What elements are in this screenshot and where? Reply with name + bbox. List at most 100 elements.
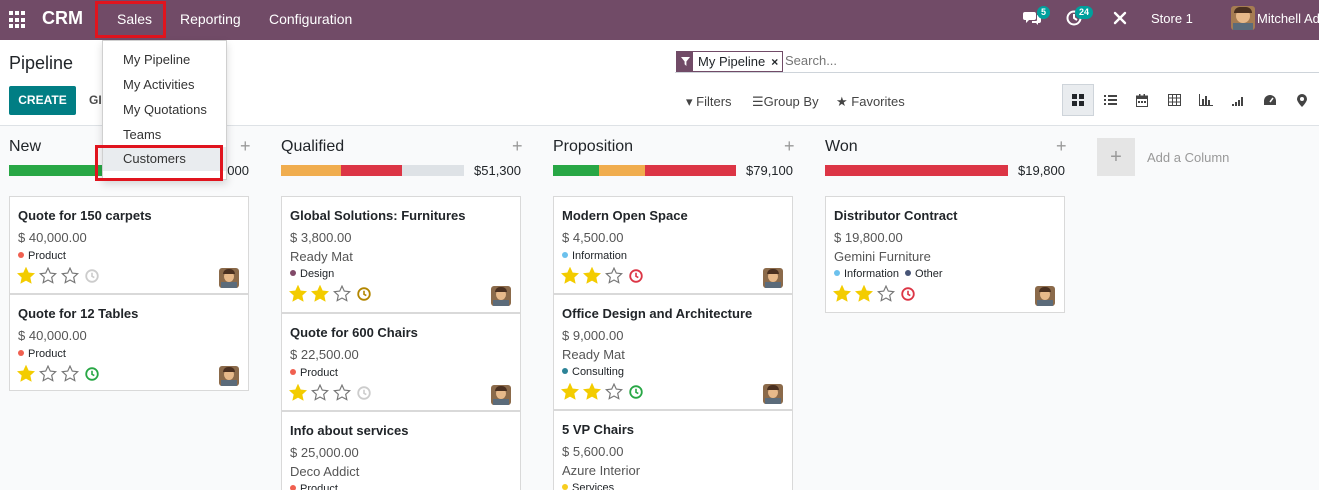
menu-item-my-quotations[interactable]: My Quotations: [123, 102, 207, 117]
column-progress-bar[interactable]: [825, 165, 1008, 176]
generate-leads-button[interactable]: GI: [89, 93, 102, 107]
priority-star-icon[interactable]: [38, 364, 58, 385]
activity-clock-icon[interactable]: [85, 366, 99, 384]
progress-segment[interactable]: [644, 165, 736, 176]
progress-segment[interactable]: [401, 165, 464, 176]
activity-clock-icon[interactable]: [629, 384, 643, 402]
cohort-view-icon[interactable]: [1222, 84, 1254, 116]
menu-item-customers[interactable]: Customers: [103, 147, 226, 171]
card-customer: Ready Mat: [562, 347, 625, 362]
priority-star-icon[interactable]: [560, 266, 580, 287]
progress-segment[interactable]: [341, 165, 402, 176]
menu-reporting[interactable]: Reporting: [180, 11, 241, 27]
priority-star-icon[interactable]: [310, 284, 330, 305]
priority-star-icon[interactable]: [16, 364, 36, 385]
kanban-card[interactable]: Quote for 12 Tables $ 40,000.00 Product: [9, 294, 249, 391]
filters-button[interactable]: ▾ Filters: [686, 94, 732, 109]
activity-clock-icon[interactable]: [357, 286, 371, 304]
add-column-label[interactable]: Add a Column: [1147, 150, 1230, 165]
graph-view-icon[interactable]: [1190, 84, 1222, 116]
search-facet[interactable]: My Pipeline ×: [676, 51, 784, 72]
apps-menu-icon[interactable]: [9, 11, 27, 29]
menu-item-my-pipeline[interactable]: My Pipeline: [123, 52, 191, 67]
progress-segment[interactable]: [281, 165, 342, 176]
card-user-avatar: [1035, 286, 1055, 309]
menu-item-my-activities[interactable]: My Activities: [123, 77, 195, 92]
search-input[interactable]: [785, 53, 1185, 68]
column-progress-bar[interactable]: [553, 165, 736, 176]
card-user-avatar: [763, 384, 783, 407]
kanban-card[interactable]: Info about services $ 25,000.00 Deco Addic…: [281, 411, 521, 490]
progress-segment[interactable]: [825, 165, 1008, 176]
priority-star-icon[interactable]: [854, 284, 874, 305]
kanban-card[interactable]: Quote for 150 carpets $ 40,000.00 Product: [9, 196, 249, 294]
company-switcher[interactable]: Store 1: [1151, 11, 1193, 26]
priority-star-icon[interactable]: [310, 383, 330, 404]
card-priority[interactable]: [832, 284, 915, 305]
group-by-button[interactable]: ☰Group By: [752, 94, 819, 109]
card-priority[interactable]: [288, 284, 371, 305]
pivot-view-icon[interactable]: [1158, 84, 1190, 116]
card-priority[interactable]: [16, 364, 99, 385]
column-progress-bar[interactable]: [281, 165, 464, 176]
column-quick-create-icon[interactable]: +: [784, 136, 795, 156]
create-button[interactable]: CREATE: [9, 86, 76, 115]
activity-clock-icon[interactable]: [357, 385, 371, 403]
kanban-card[interactable]: Modern Open Space $ 4,500.00 Information: [553, 196, 793, 294]
activity-clock-icon[interactable]: [901, 286, 915, 304]
tag-label: Product: [28, 348, 66, 360]
card-priority[interactable]: [560, 266, 643, 287]
priority-star-icon[interactable]: [38, 266, 58, 287]
card-priority[interactable]: [560, 382, 643, 403]
priority-star-icon[interactable]: [288, 284, 308, 305]
priority-star-icon[interactable]: [876, 284, 896, 305]
list-view-icon[interactable]: [1094, 84, 1126, 116]
facet-remove-icon[interactable]: ×: [771, 54, 779, 69]
menu-item-teams[interactable]: Teams: [123, 127, 162, 142]
card-title: Quote for 600 Chairs: [290, 325, 418, 340]
calendar-view-icon[interactable]: [1126, 84, 1158, 116]
activity-clock-icon[interactable]: [629, 268, 643, 286]
progress-segment[interactable]: [553, 165, 599, 176]
priority-star-icon[interactable]: [604, 266, 624, 287]
activity-clock-icon[interactable]: [85, 268, 99, 286]
priority-star-icon[interactable]: [582, 266, 602, 287]
card-title: Quote for 150 carpets: [18, 208, 152, 223]
favorites-button[interactable]: ★ Favorites: [836, 94, 905, 109]
priority-star-icon[interactable]: [60, 364, 80, 385]
column-quick-create-icon[interactable]: +: [240, 136, 251, 156]
dashboard-view-icon[interactable]: [1254, 84, 1286, 116]
breadcrumb: Pipeline: [9, 53, 74, 73]
priority-star-icon[interactable]: [60, 266, 80, 287]
priority-star-icon[interactable]: [16, 266, 36, 287]
card-title: Distributor Contract: [834, 208, 958, 223]
tag-color-dot: [905, 270, 912, 276]
activities-badge: 24: [1075, 6, 1094, 19]
column-quick-create-icon[interactable]: +: [1056, 136, 1067, 156]
priority-star-icon[interactable]: [332, 284, 352, 305]
kanban-card[interactable]: Office Design and Architecture $ 9,000.00…: [553, 294, 793, 410]
debug-tools-icon[interactable]: [1113, 11, 1127, 28]
kanban-card[interactable]: Distributor Contract $ 19,800.00 Gemini Fu…: [825, 196, 1065, 313]
priority-star-icon[interactable]: [560, 382, 580, 403]
priority-star-icon[interactable]: [604, 382, 624, 403]
add-column-button[interactable]: +: [1097, 138, 1135, 176]
kanban-card[interactable]: 5 VP Chairs $ 5,600.00 Azure Interior Servi…: [553, 410, 793, 490]
card-priority[interactable]: [288, 383, 371, 404]
priority-star-icon[interactable]: [332, 383, 352, 404]
map-view-icon[interactable]: [1286, 84, 1318, 116]
column-quick-create-icon[interactable]: +: [512, 136, 523, 156]
priority-star-icon[interactable]: [582, 382, 602, 403]
menu-sales[interactable]: Sales: [117, 11, 153, 27]
kanban-view-icon[interactable]: [1062, 84, 1094, 116]
menu-configuration[interactable]: Configuration: [269, 11, 353, 27]
user-avatar[interactable]: [1231, 6, 1255, 33]
kanban-card[interactable]: Quote for 600 Chairs $ 22,500.00 Product: [281, 313, 521, 411]
progress-segment[interactable]: [598, 165, 645, 176]
card-priority[interactable]: [16, 266, 99, 287]
kanban-card[interactable]: Global Solutions: Furnitures $ 3,800.00 Re…: [281, 196, 521, 313]
user-name[interactable]: Mitchell Ad: [1257, 11, 1319, 26]
app-brand[interactable]: CRM: [42, 8, 83, 28]
priority-star-icon[interactable]: [288, 383, 308, 404]
priority-star-icon[interactable]: [832, 284, 852, 305]
